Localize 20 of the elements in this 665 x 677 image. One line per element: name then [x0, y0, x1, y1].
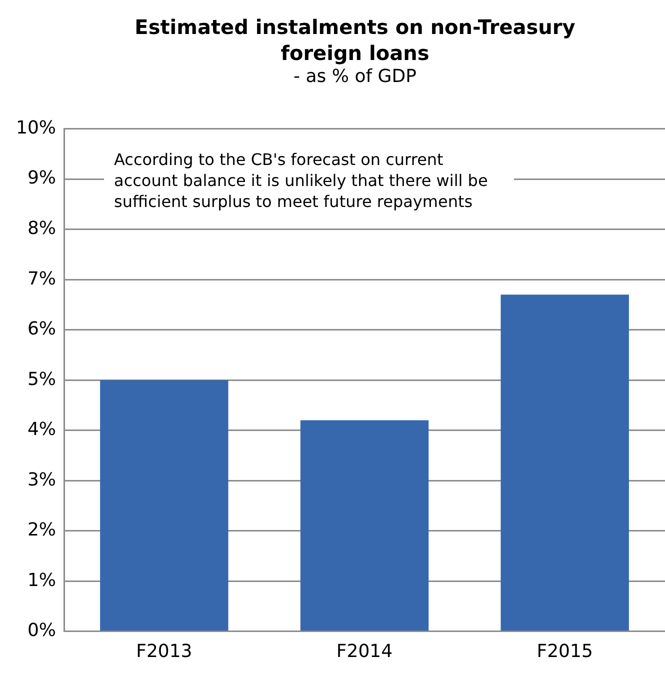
x-tick-label: F2013 — [136, 640, 192, 662]
y-tick-label: 7% — [27, 268, 56, 290]
bar — [500, 294, 629, 631]
bar — [100, 380, 228, 631]
x-tick-label: F2014 — [336, 640, 393, 662]
annotation: According to the CB's forecast on current account balance it is unlikely that there will be sufficient surplus to meet future repayments — [114, 150, 488, 211]
y-tick-label: 4% — [27, 419, 56, 440]
y-tick-label: 5% — [27, 368, 56, 390]
y-tick-label: 8% — [27, 218, 56, 239]
y-tick-label: 3% — [27, 469, 56, 490]
y-tick-label: 9% — [27, 168, 56, 189]
chart-title: Estimated instalments on non-Treasury foreign loans — [134, 14, 576, 66]
y-tick-label: 6% — [27, 318, 56, 340]
y-tick-label: 10% — [16, 117, 56, 138]
x-tick-label: F2015 — [536, 640, 593, 662]
chart-subtitle: - as % of GDP — [292, 66, 418, 87]
y-tick-label: 1% — [27, 570, 56, 591]
y-tick-label: 0% — [27, 620, 56, 642]
y-tick-label: 2% — [27, 520, 56, 541]
bar — [300, 420, 429, 631]
